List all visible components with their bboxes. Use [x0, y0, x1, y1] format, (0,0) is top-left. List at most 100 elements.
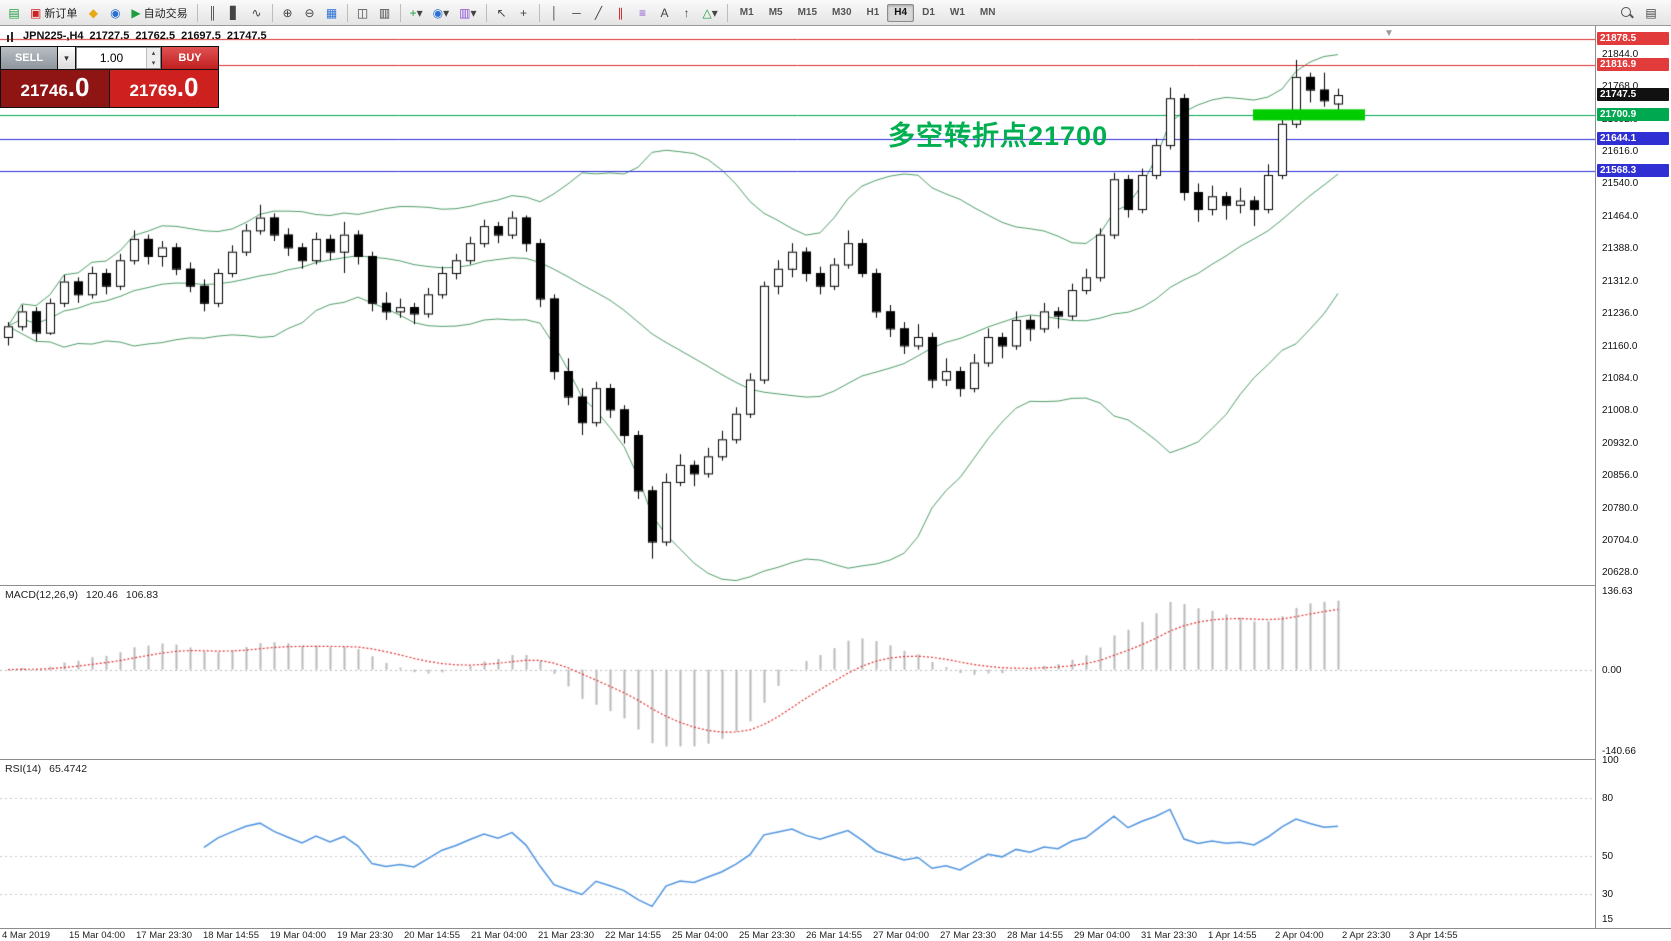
volume-input[interactable]: [77, 48, 146, 68]
macd-pane-separator[interactable]: [0, 585, 1595, 586]
time-axis[interactable]: 4 Mar 2019 15 Mar 04:00 17 Mar 23:30 18 Mar…: [0, 928, 1671, 941]
time-axis-label: 17 Mar 23:30: [136, 930, 192, 941]
toolbar-separator: [485, 3, 487, 22]
help-chart-button[interactable]: ▤: [1641, 3, 1661, 23]
dropdown-icon: ▾: [470, 5, 477, 20]
vertical-line-button[interactable]: │: [545, 3, 565, 23]
chart-bars-button[interactable]: ║: [203, 3, 223, 23]
chart-annotation-text[interactable]: 多空转折点21700: [888, 121, 1109, 151]
rsi-scale-label: 15: [1602, 914, 1614, 925]
price-scale-label: 21768.0: [1602, 81, 1639, 93]
shapes-tool-icon: △: [702, 5, 712, 20]
buy-price-frac: .0: [176, 72, 199, 102]
channel-button[interactable]: ∥: [611, 3, 631, 23]
order-type-dropdown[interactable]: ▾: [58, 47, 75, 69]
horizontal-line-button[interactable]: ─: [567, 3, 587, 23]
macd-value-main: 120.46: [85, 589, 118, 601]
line-chart-icon: ∿: [251, 5, 262, 20]
timeframe-d1[interactable]: D1: [915, 4, 942, 22]
price-scale[interactable]: 21844.021768.021692.021616.021540.021464…: [1595, 26, 1671, 941]
new-chart-button[interactable]: ▤: [4, 3, 24, 23]
time-axis-label: 27 Mar 04:00: [873, 930, 929, 941]
buy-price[interactable]: 21769.0: [110, 70, 218, 107]
sell-price[interactable]: 21746.0: [1, 70, 109, 107]
price-tag: 21747.5: [1597, 88, 1669, 102]
timeframe-h4[interactable]: H4: [887, 3, 915, 22]
sell-price-main: 21746: [20, 81, 68, 100]
time-axis-label: 22 Mar 14:55: [605, 930, 661, 941]
price-scale-label: 20932.0: [1602, 437, 1639, 449]
price-tag: 21878.5: [1597, 32, 1669, 46]
price-tag: 21816.9: [1597, 58, 1669, 72]
price-scale-label: 21540.0: [1602, 178, 1639, 190]
timeframe-w1[interactable]: W1: [943, 4, 972, 22]
time-axis-label: 21 Mar 23:30: [538, 930, 594, 941]
shapes-tool-button[interactable]: △ ▾: [699, 3, 722, 23]
time-axis-label: 1 Apr 14:55: [1208, 930, 1257, 941]
price-scale-label: 20780.0: [1602, 502, 1639, 514]
cursor-button[interactable]: ↖: [492, 3, 512, 23]
price-scale-label: 21312.0: [1602, 275, 1639, 287]
time-axis-label: 20 Mar 14:55: [404, 930, 460, 941]
zoom-in-button[interactable]: ⊕: [278, 3, 298, 23]
zoom-out-icon: ⊖: [304, 5, 315, 20]
rsi-indicator-label: RSI(14) 65.4742: [5, 763, 87, 775]
zoom-out-button[interactable]: ⊖: [300, 3, 320, 23]
dropdown-icon: ▾: [711, 5, 718, 20]
indicators-button[interactable]: + ▾: [406, 3, 427, 23]
price-tag: 21644.1: [1597, 132, 1669, 146]
time-axis-label: 25 Mar 23:30: [739, 930, 795, 941]
templates-button[interactable]: ▥ ▾: [455, 3, 480, 23]
toolbar-separator: [196, 3, 198, 22]
rsi-pane-separator[interactable]: [0, 759, 1595, 760]
chart-shift-marker[interactable]: ▼: [1384, 28, 1394, 39]
bar-chart-icon: ║: [208, 5, 217, 20]
cursor-icon: ↖: [496, 5, 507, 20]
time-axis-label: 31 Mar 23:30: [1141, 930, 1197, 941]
arrows-tool-button[interactable]: ↑: [677, 3, 697, 23]
market-watch-button[interactable]: ◉: [105, 3, 125, 23]
volume-down-icon[interactable]: ▾: [147, 58, 160, 68]
rsi-canvas[interactable]: [0, 760, 1595, 927]
time-axis-label: 29 Mar 04:00: [1074, 930, 1130, 941]
arrows-tool-icon: ↑: [683, 5, 690, 20]
chart-line-button[interactable]: ∿: [247, 3, 267, 23]
timeframe-m5[interactable]: M5: [762, 4, 790, 22]
periods-button[interactable]: ◉ ▾: [429, 3, 454, 23]
timeframe-m30[interactable]: M30: [825, 4, 858, 22]
dropdown-icon: ▾: [443, 5, 450, 20]
new-order-button[interactable]: ▣ 新订单: [26, 3, 81, 23]
rsi-value: 65.4742: [49, 763, 88, 775]
crosshair-button[interactable]: +: [514, 3, 534, 23]
price-chart-canvas[interactable]: [0, 26, 1595, 585]
channel-icon: ∥: [617, 5, 624, 20]
trendline-button[interactable]: ╱: [589, 3, 609, 23]
templates-icon: ▥: [459, 5, 471, 20]
timeframe-m15[interactable]: M15: [791, 4, 824, 22]
buy-button[interactable]: BUY: [162, 47, 218, 69]
macd-name: MACD(12,26,9): [5, 589, 78, 601]
tile-windows-button[interactable]: ▦: [322, 3, 342, 23]
timeframe-h1[interactable]: H1: [860, 4, 887, 22]
volume-up-icon[interactable]: ▴: [147, 48, 160, 58]
autotrading-button[interactable]: ▶ 自动交易: [127, 3, 191, 23]
chart-header: JPN225-,H4 21727.5 21762.5 21697.5 21747…: [6, 30, 267, 42]
timeframe-m1[interactable]: M1: [733, 4, 761, 22]
symbol-name: JPN225-,H4: [23, 30, 84, 42]
timeframe-mn[interactable]: MN: [973, 4, 1003, 22]
profiles-button[interactable]: ◆: [83, 3, 103, 23]
price-scale-label: 21160.0: [1602, 340, 1638, 352]
macd-canvas[interactable]: [0, 586, 1595, 759]
search-button[interactable]: [1617, 3, 1637, 23]
fibonacci-button[interactable]: ≡: [633, 3, 653, 23]
time-axis-label: 26 Mar 14:55: [806, 930, 862, 941]
time-axis-label: 4 Mar 2019: [2, 930, 51, 941]
chart-candles-button[interactable]: ▋: [225, 3, 245, 23]
objects-window-button[interactable]: ◫: [353, 3, 373, 23]
rsi-name: RSI(14): [5, 763, 42, 775]
price-tag: 21700.9: [1597, 107, 1669, 121]
full-chart-button[interactable]: ▥: [375, 3, 395, 23]
sell-button[interactable]: SELL: [1, 47, 57, 69]
price-scale-label: 20856.0: [1602, 470, 1639, 482]
text-tool-button[interactable]: A: [655, 3, 675, 23]
